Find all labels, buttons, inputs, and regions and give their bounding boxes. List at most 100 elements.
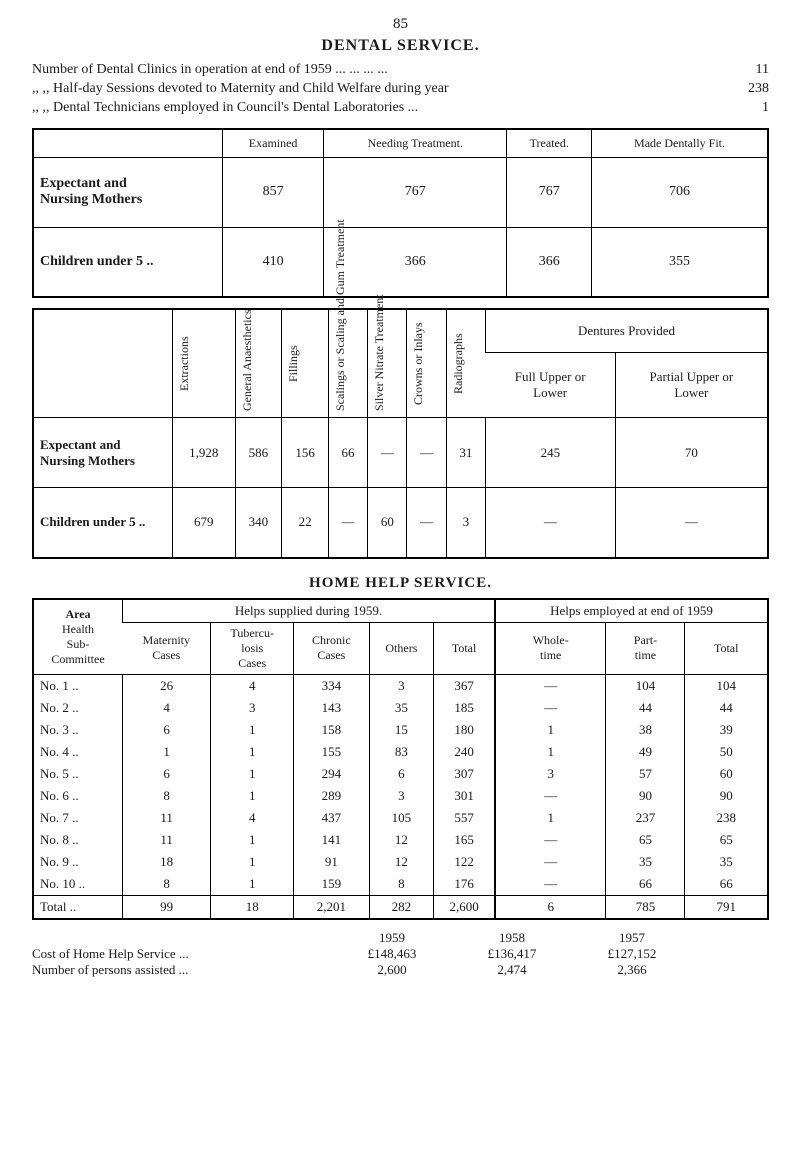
- cell: 66: [606, 873, 685, 896]
- dentures-sub-header: Full Upper orLower: [486, 352, 616, 418]
- table-row: No. 7 ..1144371055571237238: [33, 807, 768, 829]
- cell: —: [368, 418, 407, 488]
- cell: 165: [434, 829, 495, 851]
- row-label: No. 5 ..: [33, 763, 123, 785]
- cell: 366: [507, 227, 592, 297]
- cell: 60: [368, 488, 407, 558]
- row-label: Children under 5 ..: [33, 227, 223, 297]
- footer-value: 2,600: [332, 962, 452, 978]
- table-row: Children under 5 ..67934022—60—3——: [33, 488, 768, 558]
- cell: —: [615, 488, 768, 558]
- intro-value: 1: [729, 99, 769, 118]
- cell: 158: [294, 719, 369, 741]
- cell: 4: [211, 674, 294, 697]
- row-label: No. 6 ..: [33, 785, 123, 807]
- cell: 99: [123, 895, 211, 919]
- rotated-header: Radiographs: [446, 309, 485, 418]
- cell: 307: [434, 763, 495, 785]
- row-label: No. 4 ..: [33, 741, 123, 763]
- year-header: 1957: [572, 930, 692, 946]
- cell: 176: [434, 873, 495, 896]
- cell: 6: [495, 895, 606, 919]
- cell: 410: [223, 227, 324, 297]
- cell: 557: [434, 807, 495, 829]
- year-header: 1958: [452, 930, 572, 946]
- table-row: Expectant and Nursing Mothers1,928586156…: [33, 418, 768, 488]
- table-row: No. 9 ..1819112122—3535: [33, 851, 768, 873]
- cell: 2,201: [294, 895, 369, 919]
- cell: 791: [685, 895, 768, 919]
- cell: 6: [123, 719, 211, 741]
- table-row: No. 8 ..11114112165—6565: [33, 829, 768, 851]
- footer-value: £127,152: [572, 946, 692, 962]
- cell: 245: [486, 418, 616, 488]
- rotated-header: Extractions: [173, 309, 236, 418]
- cell: 282: [369, 895, 434, 919]
- cell: 679: [173, 488, 236, 558]
- cell: 238: [685, 807, 768, 829]
- cell: 180: [434, 719, 495, 741]
- cell: 355: [592, 227, 768, 297]
- cell: 156: [282, 418, 329, 488]
- intro-value: 238: [729, 80, 769, 99]
- cell: 367: [434, 674, 495, 697]
- cell: —: [407, 488, 446, 558]
- col-header: Needing Treatment.: [324, 129, 507, 158]
- cell: 1: [495, 807, 606, 829]
- col-header: Examined: [223, 129, 324, 158]
- cell: —: [495, 697, 606, 719]
- cell: 18: [211, 895, 294, 919]
- cell: 83: [369, 741, 434, 763]
- row-label: No. 7 ..: [33, 807, 123, 829]
- footer-value: 2,366: [572, 962, 692, 978]
- intro-text: ,, ,, Dental Technicians employed in Cou…: [32, 99, 729, 118]
- cell: 1: [211, 873, 294, 896]
- cell: 143: [294, 697, 369, 719]
- intro-value: 11: [729, 61, 769, 80]
- examined-table: ExaminedNeeding Treatment.Treated.Made D…: [32, 128, 769, 299]
- rotated-header: Silver Nitrate Treatment: [368, 309, 407, 418]
- col-header: Whole-time: [495, 622, 606, 674]
- table-row: No. 4 ..111558324014950: [33, 741, 768, 763]
- blank: [32, 930, 332, 946]
- cell: 66: [328, 418, 367, 488]
- home-help-title: HOME HELP SERVICE.: [32, 575, 769, 592]
- rotated-header: Crowns or Inlays: [407, 309, 446, 418]
- cell: 65: [606, 829, 685, 851]
- cell: 91: [294, 851, 369, 873]
- cell: 60: [685, 763, 768, 785]
- cell: 11: [123, 829, 211, 851]
- table-row: No. 3 ..611581518013839: [33, 719, 768, 741]
- cell: 785: [606, 895, 685, 919]
- rotated-header: General Anaesthetics: [235, 309, 282, 418]
- intro-line: Number of Dental Clinics in operation at…: [32, 61, 769, 80]
- dentures-sub-header: Partial Upper orLower: [615, 352, 768, 418]
- cell: 35: [606, 851, 685, 873]
- cell: 8: [369, 873, 434, 896]
- cell: 49: [606, 741, 685, 763]
- cell: 240: [434, 741, 495, 763]
- cell: 340: [235, 488, 282, 558]
- cell: 1: [211, 719, 294, 741]
- home-help-table: AreaHealthSub-CommitteeHelps supplied du…: [32, 598, 769, 920]
- cell: 22: [282, 488, 329, 558]
- cell: 1: [211, 741, 294, 763]
- cell: 3: [211, 697, 294, 719]
- table-row: Expectant andNursing Mothers857767767706: [33, 157, 768, 227]
- cell: 70: [615, 418, 768, 488]
- cell: 44: [606, 697, 685, 719]
- intro-line: ,, ,, Half-day Sessions devoted to Mater…: [32, 80, 769, 99]
- cell: 1: [123, 741, 211, 763]
- cell: 2,600: [434, 895, 495, 919]
- footer-block: 195919581957Cost of Home Help Service ..…: [32, 930, 769, 978]
- intro-line: ,, ,, Dental Technicians employed in Cou…: [32, 99, 769, 118]
- cell: —: [495, 851, 606, 873]
- cell: 12: [369, 851, 434, 873]
- col-header: MaternityCases: [123, 622, 211, 674]
- footer-label: Cost of Home Help Service ...: [32, 946, 332, 962]
- cell: 366: [324, 227, 507, 297]
- cell: 35: [369, 697, 434, 719]
- col-header: Total: [685, 622, 768, 674]
- cell: 3: [369, 674, 434, 697]
- table-row: No. 2 ..4314335185—4444: [33, 697, 768, 719]
